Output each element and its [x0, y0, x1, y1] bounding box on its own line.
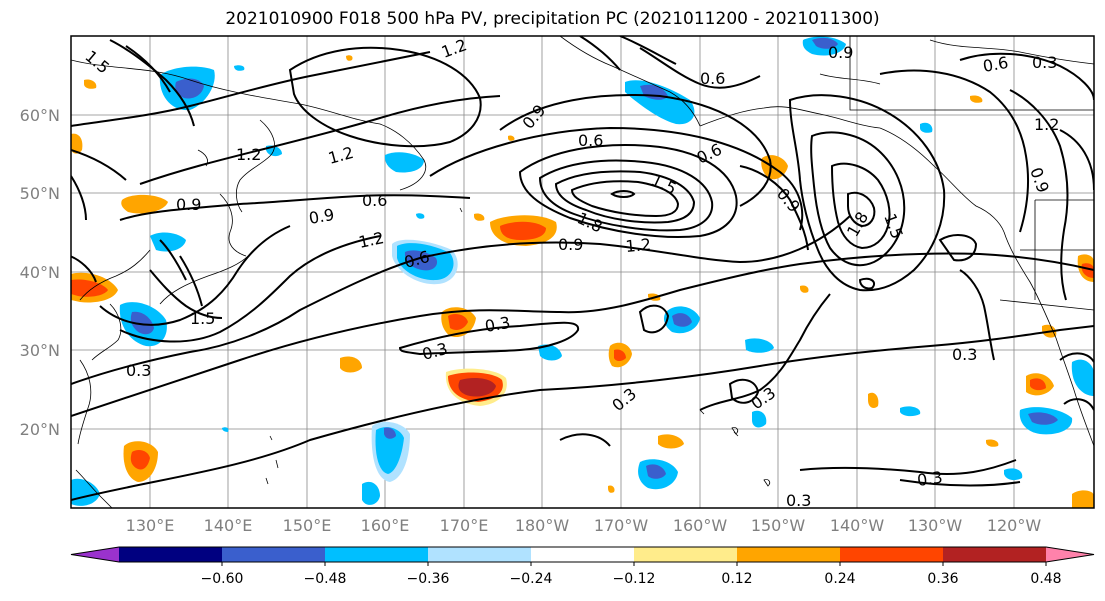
colorbar-tick-label: 0.12: [721, 571, 752, 587]
contour-label: 0.9: [176, 195, 201, 214]
colorbar-tick-label: 0.36: [927, 571, 958, 587]
colorbar-bin: [222, 547, 326, 562]
lon-label: 180°W: [515, 516, 570, 535]
contour-label: 0.9: [558, 235, 583, 254]
contour-label: 0.3: [916, 468, 944, 490]
lon-axis: 130°E 140°E 150°E 160°E 170°E 180°W 170°…: [126, 516, 1042, 535]
contour-label: 1.2: [357, 228, 386, 252]
contour-label: 0.3: [786, 491, 811, 510]
contour-label: 0.6: [578, 131, 603, 150]
lat-label: 40°N: [20, 263, 60, 282]
colorbar-bin: [119, 547, 223, 562]
contour-label: 0.9: [307, 205, 335, 228]
lon-label: 170°E: [440, 516, 489, 535]
lon-label: 140°W: [830, 516, 885, 535]
colorbar-bin: [325, 547, 429, 562]
lat-axis: 60°N 50°N 40°N 30°N 20°N: [20, 106, 60, 439]
coastlines: [71, 36, 1094, 508]
colorbar-tick-label: 0.48: [1030, 571, 1061, 587]
lon-label: 160°E: [361, 516, 410, 535]
colorbar-bin: [840, 547, 944, 562]
lon-label: 160°W: [673, 516, 728, 535]
colorbar-bin: [428, 547, 532, 562]
colorbar-tick-label: −0.12: [613, 571, 656, 587]
lat-label: 50°N: [20, 184, 60, 203]
colorbar-extend-low: [71, 547, 119, 562]
colorbar-tick-label: −0.24: [510, 571, 553, 587]
lat-label: 30°N: [20, 341, 60, 360]
precip-shading: [71, 36, 1094, 508]
lon-label: 120°W: [987, 516, 1042, 535]
contour-label: 0.6: [981, 53, 1009, 76]
colorbar-tick-label: −0.60: [201, 571, 244, 587]
lon-label: 140°E: [204, 516, 253, 535]
map-title: 2021010900 F018 500 hPa PV, precipitatio…: [225, 9, 880, 29]
precip-negative-areas: [71, 36, 1094, 506]
lat-label: 60°N: [20, 106, 60, 125]
colorbar-bin: [634, 547, 738, 562]
colorbar-bin: [943, 547, 1047, 562]
lat-label: 20°N: [20, 420, 60, 439]
contour-label: 0.6: [700, 69, 725, 88]
colorbar-tick-label: −0.48: [304, 571, 347, 587]
colorbar-outline: [70, 546, 1095, 563]
contour-label: 0.3: [952, 345, 977, 364]
contour-label: 0.9: [828, 43, 853, 62]
lon-label: 150°W: [751, 516, 806, 535]
plot-frame: [70, 35, 1095, 509]
colorbar-tick-label: −0.36: [407, 571, 450, 587]
colorbar-tick-label: 0.24: [824, 571, 855, 587]
colorbar-bin: [737, 547, 841, 562]
lon-label: 170°W: [594, 516, 649, 535]
contour-label: 1.2: [625, 235, 652, 256]
contour-label: 0.3: [126, 361, 151, 380]
lon-label: 130°E: [126, 516, 175, 535]
contour-label: 0.3: [1032, 53, 1057, 72]
colorbar-bin: [531, 547, 635, 562]
contour-label: 0.6: [362, 191, 387, 210]
contour-label: 1.2: [236, 145, 261, 164]
colorbar: −0.60 −0.48 −0.36 −0.24 −0.12 0.12 0.24 0.36 0.4…: [70, 546, 1095, 587]
lon-label: 130°W: [908, 516, 963, 535]
lon-label: 150°E: [283, 516, 332, 535]
contour-label: 1.5: [190, 309, 215, 328]
contour-label: 0.3: [483, 313, 511, 336]
colorbar-extend-high: [1046, 547, 1094, 562]
pv-contours: [71, 36, 1094, 501]
contour-label: 1.2: [1034, 115, 1059, 134]
